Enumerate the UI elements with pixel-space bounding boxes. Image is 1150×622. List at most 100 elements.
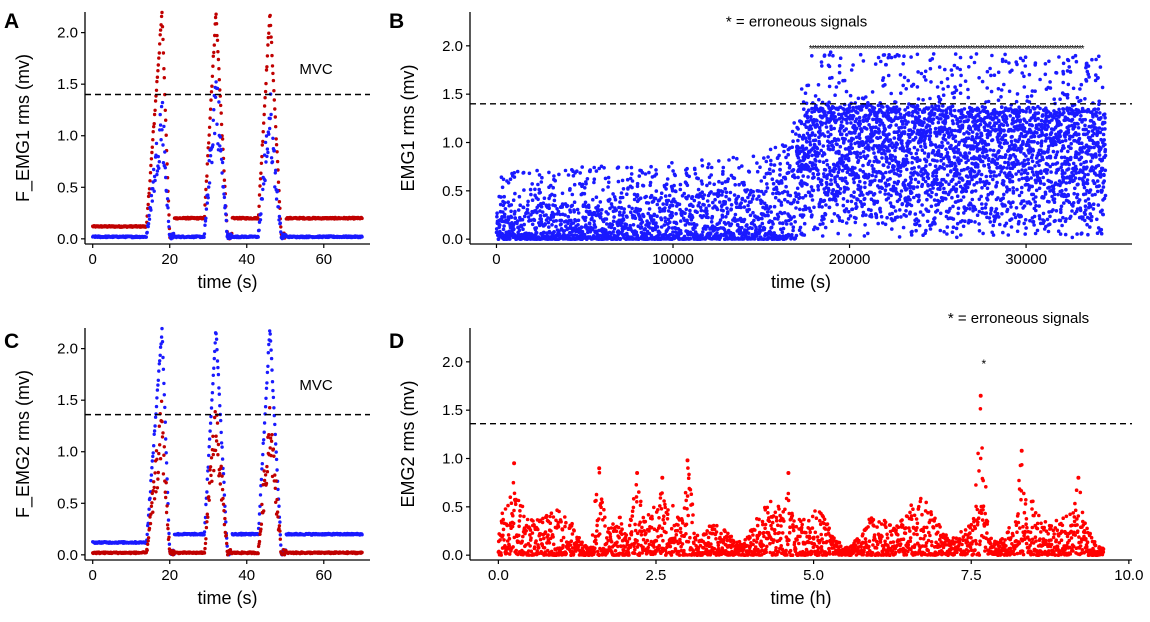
panel-b-point xyxy=(576,211,581,215)
panel-b-point xyxy=(867,145,871,150)
panel-b-point xyxy=(1022,221,1026,226)
panel-b-point xyxy=(628,223,632,228)
panel-b-point xyxy=(738,228,743,233)
panel-b-point xyxy=(835,174,840,178)
panel-b-point xyxy=(953,139,958,143)
panel-b-point xyxy=(844,127,848,131)
panel-b-point xyxy=(723,200,728,204)
panel-a-point xyxy=(274,143,279,147)
panel-b-point xyxy=(882,148,886,153)
panel-b-point xyxy=(831,145,836,149)
panel-a-point xyxy=(265,54,270,58)
panel-b-point xyxy=(832,212,837,216)
panel-a-point xyxy=(258,184,262,188)
panel-a-point xyxy=(164,189,169,193)
panel-b-point xyxy=(659,217,664,222)
panel-b-point xyxy=(795,186,800,191)
panel-b-point xyxy=(822,198,827,203)
panel-b-point xyxy=(1041,211,1046,216)
panel-a-letter: A xyxy=(4,10,19,33)
panel-b-point xyxy=(861,213,865,218)
panel-b-point xyxy=(893,155,897,160)
panel-b-point xyxy=(572,200,577,204)
panel-b-point xyxy=(519,224,524,229)
panel-b-point xyxy=(553,204,557,208)
panel-b-point xyxy=(945,173,950,177)
panel-b-point xyxy=(1011,186,1015,190)
panel-a-annotation: MVC xyxy=(299,61,333,78)
panel-b-point xyxy=(791,168,796,172)
panel-b-point xyxy=(970,130,975,134)
panel-b-point xyxy=(750,226,754,231)
panel-b-point xyxy=(945,232,949,236)
panel-b-point xyxy=(643,227,647,231)
panel-b-point xyxy=(836,170,841,175)
panel-b-point xyxy=(820,121,825,125)
panel-a-point xyxy=(154,141,159,146)
panel-b-point xyxy=(1003,160,1007,165)
panel-b-point xyxy=(654,221,658,225)
panel-b-point xyxy=(856,175,861,180)
panel-b-point xyxy=(896,179,901,184)
panel-b-point xyxy=(940,182,944,187)
panel-b-point xyxy=(620,213,625,217)
panel-b-point xyxy=(559,222,563,226)
panel-b-point xyxy=(899,125,904,130)
panel-b-point xyxy=(1046,125,1050,129)
panel-b-point xyxy=(663,206,667,210)
panel-a-point xyxy=(258,177,263,181)
panel-b-point xyxy=(1033,164,1037,168)
panel-b-point xyxy=(970,177,974,182)
panel-b-point xyxy=(892,164,896,169)
panel-a-point xyxy=(267,31,271,35)
panel-a-point xyxy=(162,124,166,129)
panel-b-point xyxy=(1003,204,1007,208)
panel-b-point xyxy=(909,151,913,156)
panel-b-point xyxy=(552,212,557,217)
panel-a-point xyxy=(222,195,227,200)
panel-b-point xyxy=(883,222,888,227)
panel-b-point xyxy=(978,147,982,151)
panel-b-point xyxy=(1038,181,1043,185)
panel-b-point xyxy=(684,207,689,212)
panel-b-point xyxy=(718,235,723,240)
panel-b-point xyxy=(872,106,877,110)
panel-a-x-tick-label: 0 xyxy=(89,251,97,268)
panel-b-point xyxy=(1001,165,1006,170)
panel-b-point xyxy=(812,205,816,210)
panel-b-point xyxy=(658,231,662,235)
panel-b-point xyxy=(955,235,959,240)
panel-b-point xyxy=(700,233,704,237)
panel-b-point xyxy=(985,198,990,202)
panel-b-point xyxy=(911,130,916,134)
panel-b-point xyxy=(1011,116,1015,121)
panel-b-point xyxy=(821,221,825,226)
panel-b-point xyxy=(668,220,672,224)
panel-b-point xyxy=(991,148,996,153)
panel-b-point xyxy=(1034,195,1038,199)
panel-b-point xyxy=(805,116,810,120)
panel-b-point xyxy=(930,190,934,195)
panel-a-point xyxy=(260,143,264,147)
panel-b-point xyxy=(1021,141,1025,145)
panel-a-point xyxy=(277,214,282,219)
panel-b-point xyxy=(920,148,925,152)
panel-b-point xyxy=(771,222,775,226)
panel-b-point xyxy=(808,209,813,213)
panel-b-point xyxy=(949,143,953,148)
panel-b-point xyxy=(921,172,926,176)
panel-b-point xyxy=(670,203,675,208)
panel-b-point xyxy=(809,127,814,131)
panel-a-point xyxy=(270,53,274,58)
panel-a-point xyxy=(270,160,275,164)
panel-b-point xyxy=(817,142,822,146)
panel-b-point xyxy=(783,197,787,202)
panel-a-point xyxy=(148,171,153,175)
panel-b-point xyxy=(950,163,954,168)
panel-a-point xyxy=(152,112,157,117)
panel-b-point xyxy=(841,197,846,201)
panel-b-point xyxy=(513,209,517,214)
panel-b-point xyxy=(983,206,988,210)
panel-b-point xyxy=(848,233,852,237)
panel-b-point xyxy=(824,203,828,207)
